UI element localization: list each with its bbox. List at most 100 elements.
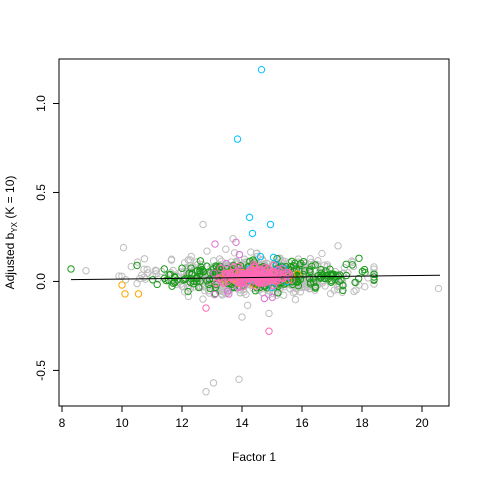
data-point [326, 289, 335, 298]
data-point [134, 290, 143, 298]
data-point [291, 295, 300, 304]
data-point [261, 274, 269, 283]
data-point [230, 249, 239, 257]
data-point [294, 282, 303, 290]
data-point [342, 271, 351, 280]
data-point [334, 242, 342, 250]
data-point [167, 256, 176, 264]
data-point [281, 257, 289, 266]
data-point [211, 240, 219, 248]
data-point [288, 257, 296, 266]
x-tick-label: 20 [415, 416, 429, 430]
x-tick-label: 14 [235, 416, 249, 430]
data-point [221, 269, 229, 277]
x-tick-label: 8 [59, 416, 66, 430]
data-point [348, 258, 357, 266]
data-point [268, 293, 277, 301]
data-point [256, 252, 265, 261]
data-point [317, 265, 325, 274]
x-tick-label: 18 [355, 416, 369, 430]
data-point [273, 261, 281, 269]
data-point [260, 294, 269, 303]
data-point [140, 265, 148, 273]
data-point [352, 286, 360, 294]
data-point [349, 262, 358, 271]
data-point [284, 272, 292, 280]
data-point [247, 248, 255, 256]
data-point [278, 264, 286, 273]
data-point [334, 285, 342, 294]
data-point [210, 290, 219, 299]
x-tick-label: 12 [175, 416, 189, 430]
y-axis-label: Adjusted bYX (K = 10) [3, 176, 19, 290]
data-point [274, 265, 283, 274]
data-point [235, 375, 243, 384]
data-point [238, 313, 246, 321]
data-point [327, 271, 335, 280]
data-point [306, 254, 314, 263]
data-point [248, 229, 257, 238]
data-point [169, 279, 177, 287]
data-point [233, 135, 242, 143]
data-point [203, 262, 211, 270]
data-point [360, 265, 369, 274]
data-point [193, 266, 202, 275]
data-point [269, 253, 278, 262]
data-point [217, 257, 226, 265]
data-point [216, 264, 225, 273]
data-point [308, 262, 316, 271]
data-point [236, 275, 244, 284]
data-point [309, 274, 318, 282]
data-point [361, 282, 369, 291]
data-point [143, 265, 151, 274]
data-point [328, 277, 336, 285]
data-point [206, 284, 214, 293]
data-point [173, 280, 181, 289]
y-axis: -0.5 0.0 0.5 1.0 [34, 95, 59, 381]
data-points [67, 65, 443, 396]
data-point [370, 263, 378, 271]
data-point [243, 301, 252, 310]
data-point [193, 258, 201, 266]
x-tick-label: 10 [115, 416, 129, 430]
data-point [348, 261, 356, 269]
y-axis-label-subscript: YX [10, 221, 19, 232]
data-point [186, 278, 194, 286]
plot-frame [58, 58, 450, 407]
data-point [242, 273, 251, 281]
data-point [205, 289, 214, 297]
data-point [235, 250, 244, 259]
data-point [311, 283, 319, 291]
data-point [180, 268, 188, 276]
data-point [133, 258, 142, 266]
data-point [339, 281, 347, 290]
data-point [236, 279, 245, 287]
data-point [265, 327, 273, 335]
data-point [152, 267, 161, 275]
data-point [67, 265, 75, 273]
data-point [364, 274, 372, 282]
data-point [121, 290, 129, 298]
data-point [225, 290, 233, 298]
y-axis-label-prefix: Adjusted b [3, 232, 17, 289]
data-point [265, 309, 273, 318]
data-point [245, 213, 254, 222]
data-point [176, 268, 185, 276]
x-axis-label: Factor 1 [232, 450, 276, 464]
x-tick-label: 16 [295, 416, 309, 430]
data-point [257, 65, 266, 74]
data-point [222, 259, 230, 268]
data-point [118, 281, 126, 289]
x-axis: 8 10 12 14 16 18 20 [59, 406, 429, 430]
data-point [249, 260, 258, 269]
data-point [355, 254, 363, 262]
data-point [82, 267, 90, 275]
data-point [284, 268, 293, 277]
trend-line [70, 274, 441, 281]
data-point [184, 287, 192, 296]
data-point [184, 292, 193, 301]
data-point [252, 268, 260, 277]
data-point [311, 261, 319, 269]
y-tick-label: 0.0 [34, 273, 48, 290]
